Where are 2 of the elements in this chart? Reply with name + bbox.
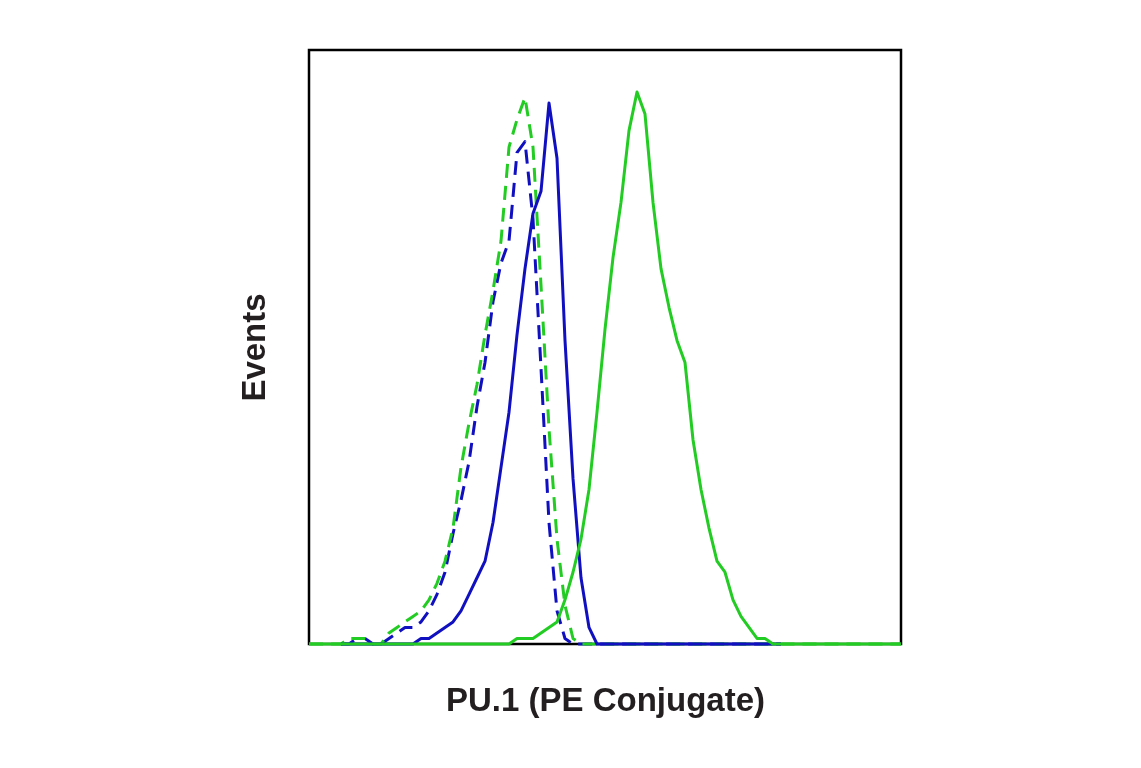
x-axis-title: PU.1 (PE Conjugate) (445, 680, 766, 718)
y-axis-title: Events (234, 293, 272, 402)
